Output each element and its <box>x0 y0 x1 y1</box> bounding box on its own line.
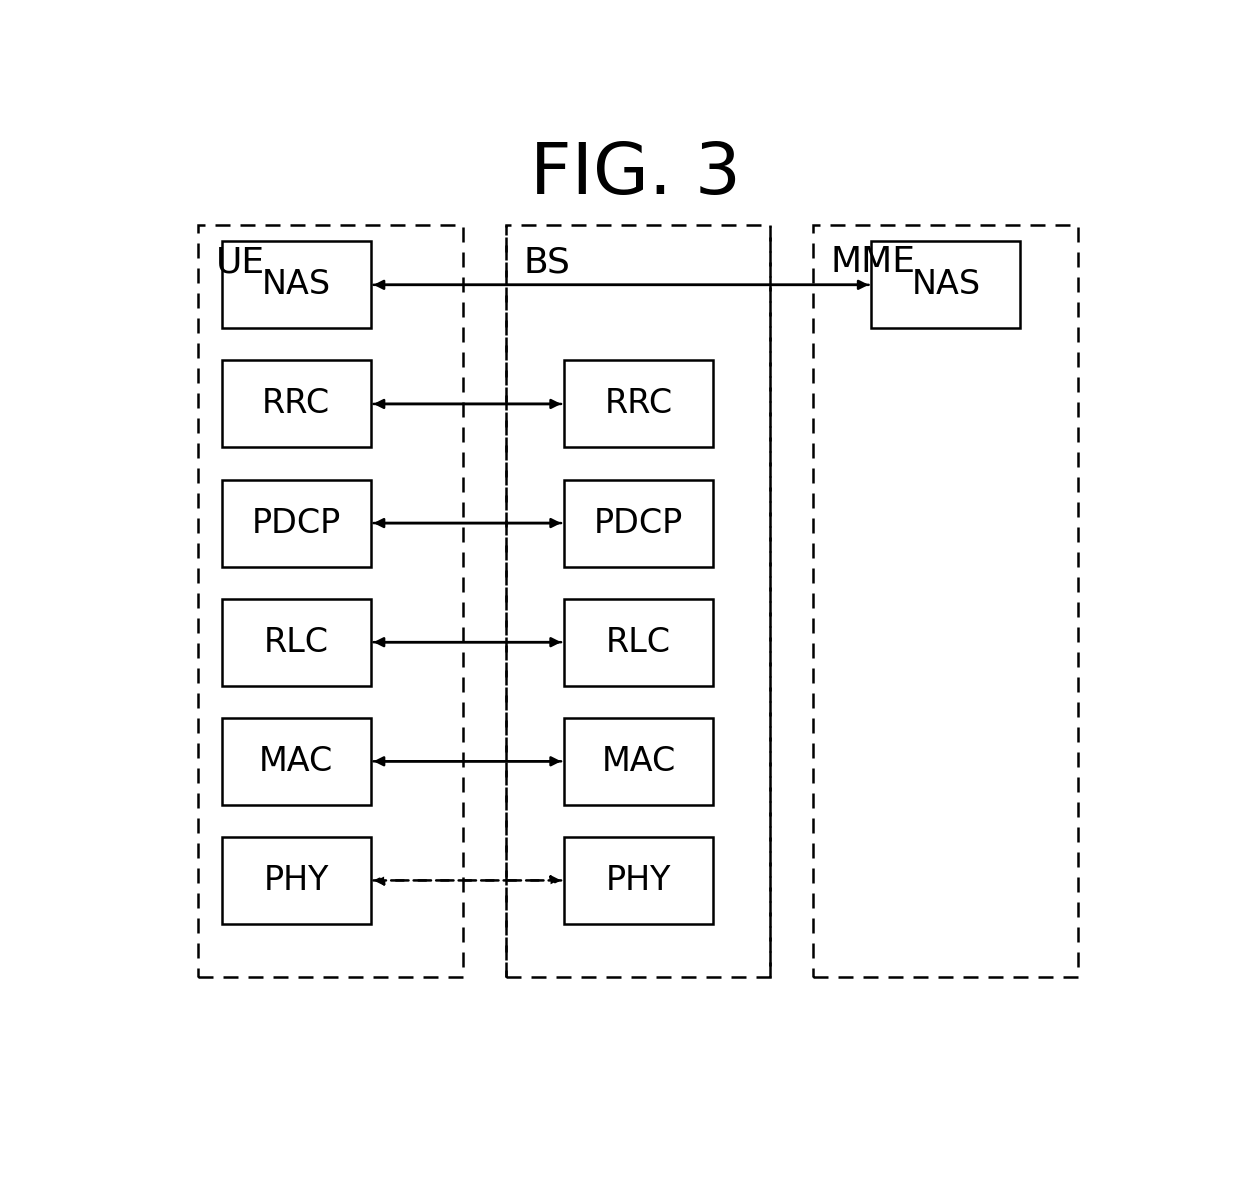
Bar <box>872 242 1021 328</box>
Text: MAC: MAC <box>601 745 676 778</box>
Text: PDCP: PDCP <box>252 507 341 539</box>
Text: UE: UE <box>216 245 264 280</box>
Text: RRC: RRC <box>262 388 330 420</box>
Bar <box>506 225 770 977</box>
Text: PHY: PHY <box>264 864 329 897</box>
Bar <box>222 480 371 566</box>
Bar <box>222 599 371 685</box>
Text: RLC: RLC <box>606 626 671 659</box>
Bar <box>564 480 713 566</box>
Bar <box>222 837 371 923</box>
Text: PHY: PHY <box>605 864 671 897</box>
Bar <box>222 718 371 804</box>
Text: RLC: RLC <box>264 626 329 659</box>
Text: NAS: NAS <box>911 268 981 301</box>
Bar <box>813 225 1078 977</box>
Bar <box>564 718 713 804</box>
Text: RRC: RRC <box>604 388 672 420</box>
Bar <box>564 361 713 447</box>
Bar <box>198 225 463 977</box>
Bar <box>222 361 371 447</box>
Bar <box>564 599 713 685</box>
Text: MAC: MAC <box>259 745 334 778</box>
Text: NAS: NAS <box>262 268 331 301</box>
Text: BS: BS <box>523 245 570 280</box>
Text: FIG. 3: FIG. 3 <box>529 140 742 209</box>
Bar <box>564 837 713 923</box>
Text: MME: MME <box>831 245 915 280</box>
Bar <box>222 242 371 328</box>
Text: PDCP: PDCP <box>594 507 683 539</box>
